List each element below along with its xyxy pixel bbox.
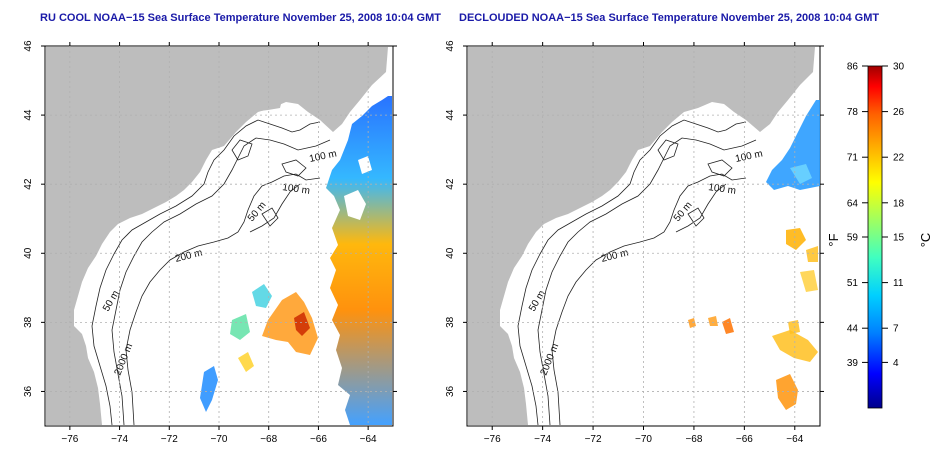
lon-tick-label: −64	[786, 434, 803, 445]
colorbar-f-tick-label: 44	[847, 324, 859, 335]
colorbar-c-tick-label: 4	[893, 358, 899, 369]
panel1-contours	[91, 119, 331, 426]
colorbar-f-tick-label: 78	[847, 107, 859, 118]
colorbar-c-tick-label: 26	[893, 107, 905, 118]
lon-tick-label: −76	[61, 434, 78, 445]
panel2-contours	[517, 119, 757, 426]
lon-tick-label: −64	[360, 434, 377, 445]
lon-tick-label: −72	[161, 434, 178, 445]
lat-tick-label: 36	[445, 385, 456, 397]
panel1-map: 100 m 100 m 50 m 200 m 50 m 2000 m −76 −7…	[23, 40, 397, 445]
colorbar-c-tick-label: 18	[893, 198, 905, 209]
panel2-map: 100 m 100 m 50 m 200 m 50 m 2000 m −76 −7…	[445, 40, 824, 445]
panel2-contour-label: 100 m	[708, 182, 737, 197]
lat-tick-label: 46	[445, 40, 456, 52]
lat-tick-label: 42	[445, 178, 456, 190]
panel1-land	[46, 47, 388, 425]
lon-tick-label: −74	[111, 434, 128, 445]
lat-tick-label: 36	[23, 385, 34, 397]
panel2-land	[468, 47, 815, 425]
panel2-sst-orange	[776, 374, 798, 410]
colorbar-scale	[867, 65, 883, 409]
lon-tick-label: −70	[635, 434, 652, 445]
lon-tick-label: −74	[534, 434, 551, 445]
colorbar-f-tick-label: 71	[847, 153, 859, 164]
colorbar-f-tick-label: 39	[847, 358, 859, 369]
colorbar-f-tick-label: 86	[847, 62, 859, 73]
colorbar-c-tick-label: 11	[893, 278, 904, 289]
lat-tick-label: 38	[445, 316, 456, 328]
panel2-title: DECLOUDED NOAA−15 Sea Surface Temperatur…	[459, 12, 880, 24]
panel2-grid	[467, 46, 820, 426]
lat-tick-label: 40	[23, 247, 34, 259]
colorbar-f-tick-label: 64	[847, 198, 859, 209]
lon-tick-label: −70	[211, 434, 228, 445]
lat-tick-label: 40	[445, 247, 456, 259]
panel1-sst-blobs	[262, 292, 318, 355]
colorbar-f-label: °F	[826, 233, 841, 246]
colorbar-c-tick-label: 7	[893, 324, 899, 335]
lon-tick-label: −66	[736, 434, 753, 445]
colorbar-ticks: 86 30 78 26 71 22 64 18 59 15 51 11 44 7 39 4	[847, 62, 905, 369]
lon-tick-label: −66	[310, 434, 327, 445]
lon-tick-label: −72	[585, 434, 602, 445]
lon-tick-label: −76	[484, 434, 501, 445]
colorbar-f-tick-label: 59	[847, 233, 859, 244]
colorbar-c-tick-label: 30	[893, 62, 905, 73]
panel1-title: RU COOL NOAA−15 Sea Surface Temperature …	[40, 12, 441, 24]
lon-tick-label: −68	[260, 434, 277, 445]
colorbar-f-tick-label: 51	[847, 278, 859, 289]
panel1-grid	[45, 46, 393, 426]
panel1-contour-label: 100 m	[282, 182, 311, 197]
colorbar-c-tick-label: 22	[893, 153, 905, 164]
colorbar-c-label: °C	[918, 233, 933, 248]
lat-tick-label: 44	[23, 109, 34, 121]
panel2-axes: −76 −74 −72 −70 −68 −66 −64 36 38 40 42 44 46	[445, 40, 824, 445]
lat-tick-label: 46	[23, 40, 34, 52]
lon-tick-label: −68	[685, 434, 702, 445]
lat-tick-label: 44	[445, 109, 456, 121]
lat-tick-label: 38	[23, 316, 34, 328]
panel1-sst-east	[326, 96, 392, 425]
colorbar-c-tick-label: 15	[893, 233, 905, 244]
panel1-axes: −76 −74 −72 −70 −68 −66 −64 36 38 40 42 44 46	[23, 40, 397, 445]
lat-tick-label: 42	[23, 178, 34, 190]
colorbar: 86 30 78 26 71 22 64 18 59 15 51 11 44 7 39 4 °F °C	[826, 62, 933, 409]
